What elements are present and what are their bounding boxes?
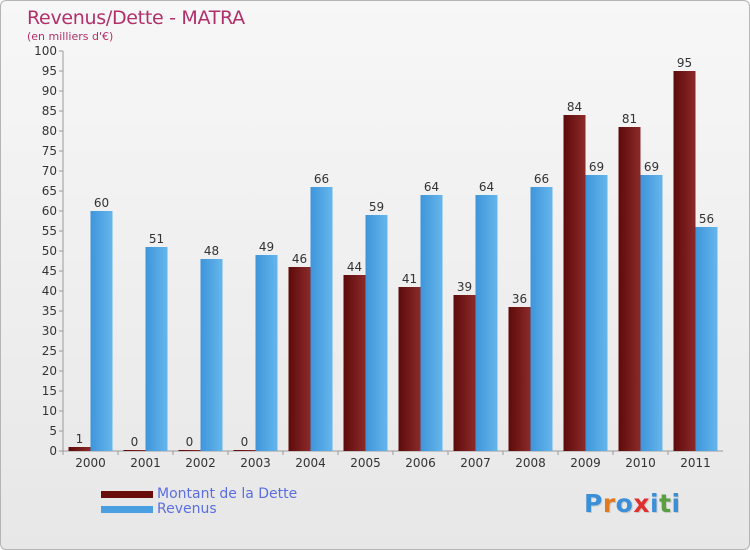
x-tick-label-2000: 2000 (75, 456, 106, 470)
y-tick-label-10: 10 (42, 404, 57, 418)
bar-dette-2009 (563, 115, 586, 451)
bar-revenus-2007 (475, 195, 498, 451)
y-tick-label-60: 60 (42, 204, 57, 218)
data-label-dette-2010: 81 (622, 112, 637, 126)
x-tick-label-2006: 2006 (405, 456, 436, 470)
x-tick-label-2009: 2009 (570, 456, 601, 470)
x-tick-label-2005: 2005 (350, 456, 381, 470)
data-label-revenus-2004: 66 (314, 172, 329, 186)
data-label-dette-2011: 95 (677, 56, 692, 70)
x-tick-label-2002: 2002 (185, 456, 216, 470)
bar-dette-2008 (508, 307, 531, 451)
bar-revenus-2003 (255, 255, 278, 451)
data-label-dette-2008: 36 (512, 292, 527, 306)
y-tick-label-25: 25 (42, 344, 57, 358)
data-label-revenus-2011: 56 (699, 212, 714, 226)
logo-letter: i (671, 489, 681, 518)
data-label-dette-2006: 41 (402, 272, 417, 286)
bar-dette-2011 (673, 71, 696, 451)
logo-letter: i (650, 489, 660, 518)
y-tick-label-95: 95 (42, 64, 57, 78)
y-tick-label-40: 40 (42, 284, 57, 298)
bar-dette-2000 (68, 447, 91, 451)
bar-revenus-2006 (420, 195, 443, 451)
legend-swatch-revenus (101, 506, 153, 513)
chart-subtitle: (en milliers d'€) (27, 30, 114, 43)
x-tick-label-2008: 2008 (515, 456, 546, 470)
data-label-revenus-2005: 59 (369, 200, 384, 214)
legend-label-revenus: Revenus (157, 501, 217, 517)
x-tick-label-2001: 2001 (130, 456, 161, 470)
data-label-revenus-2010: 69 (644, 160, 659, 174)
y-tick-label-80: 80 (42, 124, 57, 138)
logo-letter: x (633, 489, 650, 518)
logo-letter: P (584, 489, 603, 518)
logo-letter: t (659, 489, 672, 518)
data-label-dette-2003: 0 (241, 435, 249, 449)
data-label-revenus-2009: 69 (589, 160, 604, 174)
bar-dette-2006 (398, 287, 421, 451)
bar-dette-2005 (343, 275, 366, 451)
chart-title: Revenus/Dette - MATRA (27, 7, 245, 29)
bar-revenus-2005 (365, 215, 388, 451)
data-label-revenus-2001: 51 (149, 232, 164, 246)
proxiti-logo: Proxiti (584, 489, 681, 518)
bar-revenus-2002 (200, 259, 223, 451)
bar-dette-2007 (453, 295, 476, 451)
bar-revenus-2008 (530, 187, 553, 451)
bar-revenus-2009 (585, 175, 608, 451)
y-tick-label-55: 55 (42, 224, 57, 238)
bar-revenus-2004 (310, 187, 333, 451)
bar-dette-2010 (618, 127, 641, 451)
logo-letter: o (615, 489, 634, 518)
y-tick-label-70: 70 (42, 164, 57, 178)
bar-revenus-2001 (145, 247, 168, 451)
bar-dette-2004 (288, 267, 311, 451)
y-tick-label-75: 75 (42, 144, 57, 158)
y-tick-label-50: 50 (42, 244, 57, 258)
y-tick-label-0: 0 (49, 444, 57, 458)
data-label-revenus-2008: 66 (534, 172, 549, 186)
x-tick-label-2003: 2003 (240, 456, 271, 470)
data-label-dette-2004: 46 (292, 252, 307, 266)
y-tick-label-30: 30 (42, 324, 57, 338)
logo-letter: r (602, 489, 616, 518)
y-tick-label-90: 90 (42, 84, 57, 98)
x-tick-label-2004: 2004 (295, 456, 326, 470)
data-label-dette-2009: 84 (567, 100, 582, 114)
y-tick-label-45: 45 (42, 264, 57, 278)
bar-revenus-2010 (640, 175, 663, 451)
data-label-dette-2005: 44 (347, 260, 362, 274)
data-label-revenus-2007: 64 (479, 180, 494, 194)
data-label-dette-2000: 1 (76, 432, 84, 446)
y-tick-label-65: 65 (42, 184, 57, 198)
data-label-revenus-2006: 64 (424, 180, 439, 194)
x-tick-label-2007: 2007 (460, 456, 491, 470)
data-label-dette-2007: 39 (457, 280, 472, 294)
data-label-dette-2002: 0 (186, 435, 194, 449)
data-label-revenus-2000: 60 (94, 196, 109, 210)
bar-dette-2001 (123, 450, 146, 451)
y-tick-label-100: 100 (34, 44, 57, 58)
y-tick-label-15: 15 (42, 384, 57, 398)
y-tick-label-20: 20 (42, 364, 57, 378)
bar-revenus-2000 (90, 211, 113, 451)
y-tick-label-35: 35 (42, 304, 57, 318)
bar-dette-2003 (233, 450, 256, 451)
legend-swatch-dette (101, 491, 153, 498)
bar-revenus-2011 (695, 227, 718, 451)
data-label-dette-2001: 0 (131, 435, 139, 449)
y-tick-label-5: 5 (49, 424, 57, 438)
x-tick-label-2011: 2011 (680, 456, 711, 470)
data-label-revenus-2003: 49 (259, 240, 274, 254)
x-tick-label-2010: 2010 (625, 456, 656, 470)
data-label-revenus-2002: 48 (204, 244, 219, 258)
bar-dette-2002 (178, 450, 201, 451)
y-tick-label-85: 85 (42, 104, 57, 118)
legend-label-dette: Montant de la Dette (157, 486, 298, 502)
